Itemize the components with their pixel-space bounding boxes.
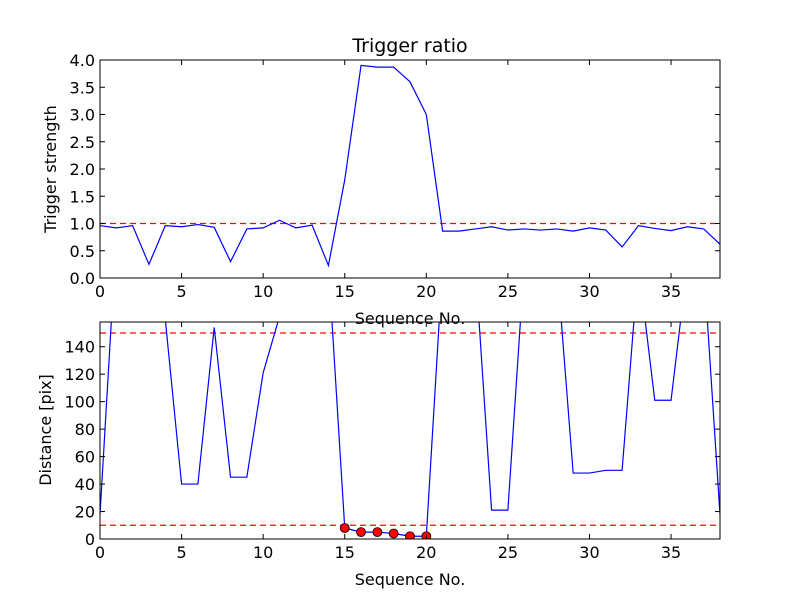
y-axis-label: Distance [pix]: [36, 374, 55, 486]
series-lines: [100, 64, 720, 268]
x-axis-label: Sequence No.: [355, 570, 466, 589]
series-line-0: [100, 322, 720, 537]
data-point: [339, 523, 350, 533]
x-tick-label: 35: [661, 543, 681, 562]
x-tick-label: 35: [661, 282, 681, 301]
x-tick-label: 0: [95, 543, 105, 562]
data-point: [372, 527, 383, 538]
y-tick-label: 2.5: [70, 133, 95, 152]
y-tick-label: 20: [75, 503, 95, 522]
y-tick-label: 40: [75, 475, 95, 494]
y-tick-label: 120: [64, 365, 95, 384]
x-tick-label: 30: [579, 282, 599, 301]
series-line-0: [100, 64, 720, 268]
chart-title: Trigger ratio: [351, 35, 467, 57]
y-tick-label: 60: [75, 448, 95, 467]
x-tick-label: 15: [335, 543, 355, 562]
x-tick-label: 5: [176, 543, 186, 562]
y-tick-label: 0.0: [70, 269, 95, 288]
x-tick-label: 30: [579, 543, 599, 562]
x-axis-label: Sequence No.: [355, 309, 466, 328]
threshold-lines: [100, 332, 720, 526]
y-tick-label: 80: [75, 420, 95, 439]
x-tick-label: 15: [335, 282, 355, 301]
data-point: [388, 528, 399, 539]
series-lines: [100, 322, 720, 537]
y-tick-label: 3.0: [70, 106, 95, 125]
distance-panel: 0 5 10 15 20 25 30 35 0 20 40 60 80 100 120 140 Sequen…: [36, 321, 721, 589]
y-tick-label: 0.5: [70, 242, 95, 261]
y-tick-label: 1.5: [70, 187, 95, 206]
x-tick-label: 20: [416, 282, 436, 301]
x-tick-label: 10: [253, 282, 273, 301]
y-tick-label: 1.0: [70, 215, 95, 234]
y-tick-label: 140: [64, 338, 95, 357]
x-tick-label: 25: [498, 282, 518, 301]
y-axis-label: Trigger strength: [41, 105, 60, 234]
data-point: [356, 527, 366, 538]
y-tick-label: 100: [64, 393, 95, 412]
x-tick-label: 5: [176, 282, 186, 301]
y-tick-label: 2.0: [70, 160, 95, 179]
x-tick-label: 20: [416, 543, 436, 562]
y-axis: 0.0 0.5 1.0 1.5 2.0 2.5 3.0 3.5 4.0: [70, 51, 720, 288]
x-axis: 0 5 10 15 20 25 30 35: [95, 60, 681, 301]
data-point: [405, 531, 415, 539]
series-markers: [339, 523, 432, 539]
plot-frame: [99, 59, 721, 279]
y-axis: 0 20 40 60 80 100 120 140: [64, 338, 720, 549]
y-tick-label: 4.0: [70, 51, 95, 70]
y-tick-label: 3.5: [70, 78, 95, 97]
plot-frame: [99, 321, 721, 540]
x-tick-label: 0: [95, 282, 105, 301]
x-tick-label: 25: [498, 543, 518, 562]
y-tick-label: 0: [85, 530, 95, 549]
trigger-ratio-panel: Trigger ratio 0 5 10 15 20 25 30 35 0.0 0.5 1.0 1.…: [41, 35, 721, 328]
x-tick-label: 10: [253, 543, 273, 562]
x-axis: 0 5 10 15 20 25 30 35: [95, 322, 681, 562]
